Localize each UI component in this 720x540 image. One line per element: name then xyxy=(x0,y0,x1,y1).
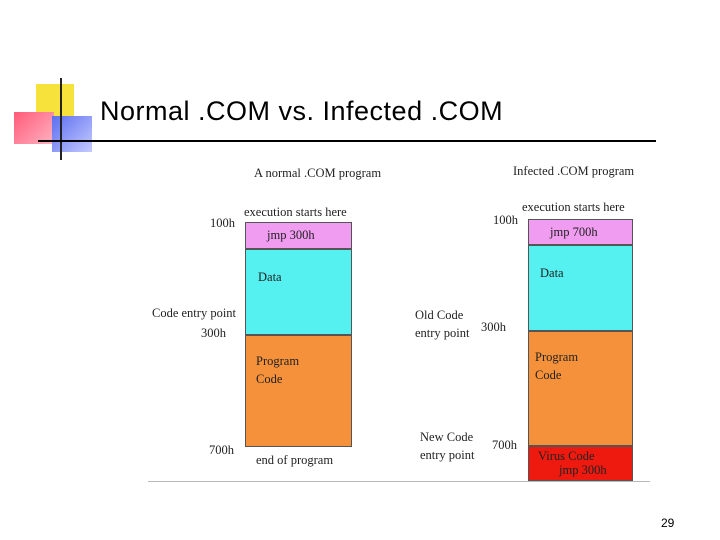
normal-code-label-1: Program xyxy=(256,354,300,368)
infected-data-label: Data xyxy=(540,266,564,280)
infected-virus-block: Virus Code jmp 300h xyxy=(528,446,633,481)
infected-code-block: Program Code xyxy=(528,331,633,446)
infected-jmp-block: jmp 700h xyxy=(528,219,633,245)
infected-addr-300: 300h xyxy=(481,320,506,334)
normal-heading: A normal .COM program xyxy=(254,166,382,180)
normal-end-label: end of program xyxy=(256,453,334,467)
normal-entry-label: Code entry point xyxy=(152,306,237,320)
logo-vertical-line xyxy=(60,78,62,160)
infected-jmp-label: jmp 700h xyxy=(550,225,598,239)
diagram-baseline xyxy=(148,481,650,482)
normal-addr-300: 300h xyxy=(201,326,226,340)
logo-blue-square xyxy=(52,116,92,152)
normal-jmp-label: jmp 300h xyxy=(267,228,315,242)
normal-addr-100: 100h xyxy=(210,216,235,230)
slide-title: Normal .COM vs. Infected .COM xyxy=(100,96,504,126)
normal-data-label: Data xyxy=(258,270,282,284)
infected-code-label-1: Program xyxy=(535,350,579,364)
infected-old-entry-2: entry point xyxy=(415,326,470,340)
title-underline xyxy=(38,140,656,142)
infected-exec-label: execution starts here xyxy=(522,200,625,214)
infected-code-label-2: Code xyxy=(535,368,562,382)
infected-addr-700: 700h xyxy=(492,438,517,452)
infected-old-entry-1: Old Code xyxy=(415,308,464,322)
normal-addr-700: 700h xyxy=(209,443,234,457)
page-number: 29 xyxy=(661,516,675,530)
infected-heading: Infected .COM program xyxy=(513,164,635,178)
normal-exec-label: execution starts here xyxy=(244,205,347,219)
infected-new-entry-2: entry point xyxy=(420,448,475,462)
normal-code-block: Program Code xyxy=(245,335,352,447)
infected-data-block: Data xyxy=(528,245,633,331)
normal-jmp-block: jmp 300h xyxy=(245,222,352,249)
infected-new-entry-1: New Code xyxy=(420,430,474,444)
infected-virus-label-2: jmp 300h xyxy=(559,463,607,477)
infected-addr-100: 100h xyxy=(493,213,518,227)
normal-code-label-2: Code xyxy=(256,372,283,386)
infected-virus-label-1: Virus Code xyxy=(538,449,595,463)
logo-pink-square xyxy=(14,112,54,144)
normal-data-block: Data xyxy=(245,249,352,335)
